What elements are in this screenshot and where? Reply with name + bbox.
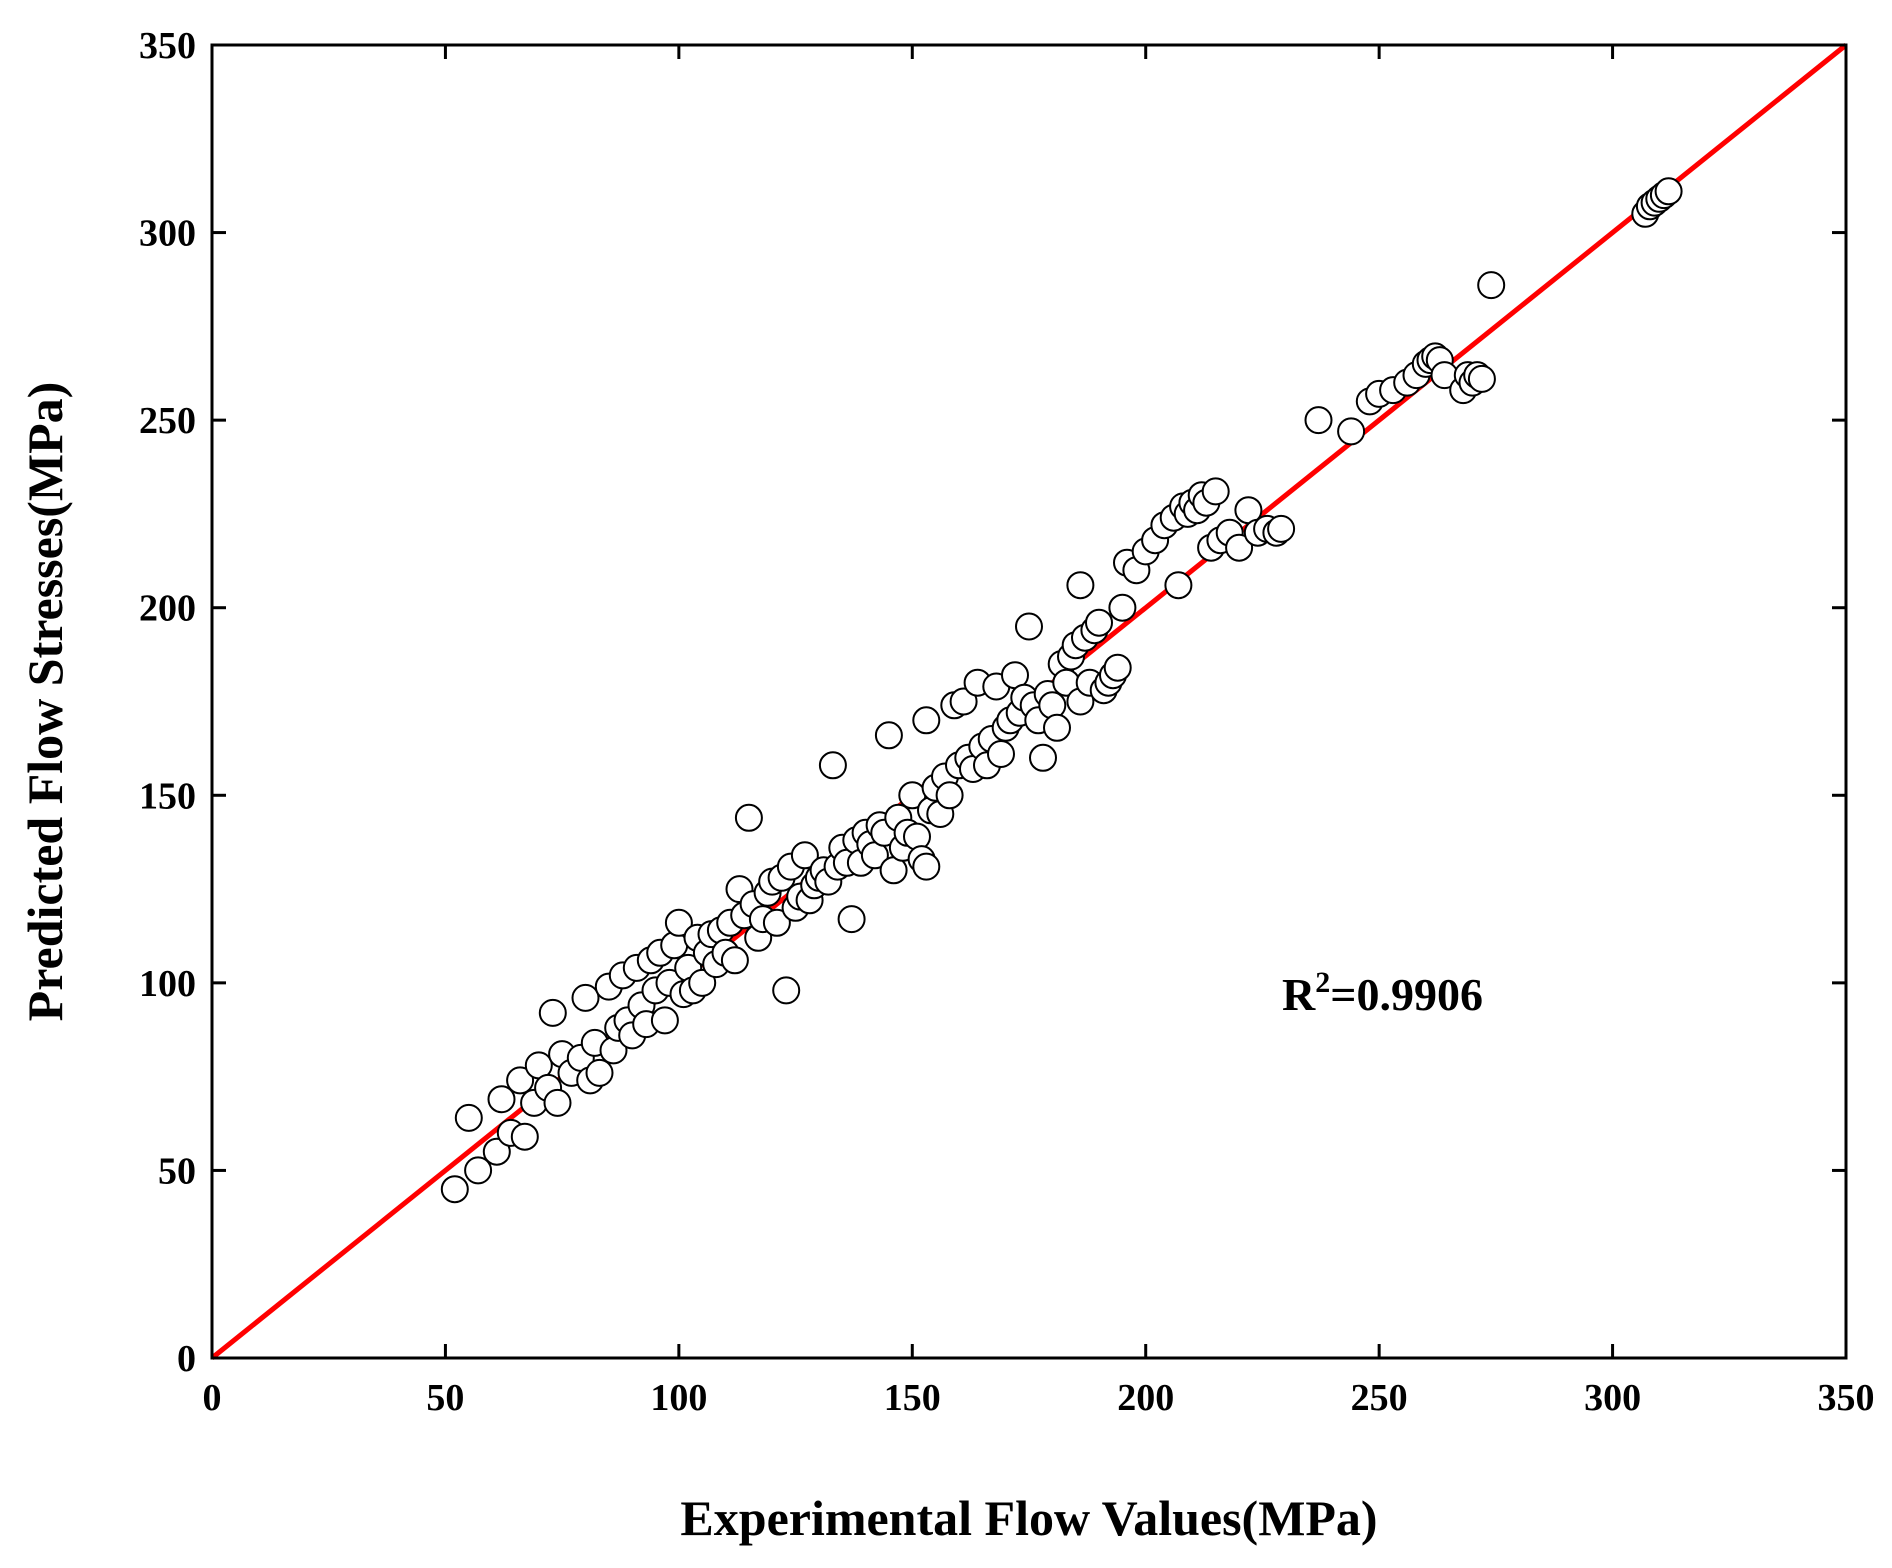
x-tick-label: 50 xyxy=(426,1377,464,1419)
data-point xyxy=(1038,691,1067,720)
x-tick-label: 200 xyxy=(1117,1377,1174,1419)
r-squared-superscript: 2 xyxy=(1315,966,1330,999)
x-axis-title: Experimental Flow Values(MPa) xyxy=(680,1490,1377,1546)
y-tick-label: 100 xyxy=(139,963,196,1005)
data-point xyxy=(543,1088,572,1117)
y-axis-title: Predicted Flow Stresses(MPa) xyxy=(17,382,73,1022)
data-point xyxy=(1201,477,1230,506)
data-point xyxy=(790,841,819,870)
data-point xyxy=(987,740,1015,768)
r-squared-prefix: R xyxy=(1282,969,1316,1020)
data-point xyxy=(1066,571,1095,600)
data-point xyxy=(1337,417,1366,446)
data-point xyxy=(454,1103,483,1132)
data-point xyxy=(506,1066,535,1095)
data-point xyxy=(1477,271,1506,300)
data-point xyxy=(1029,743,1057,772)
data-point xyxy=(487,1085,516,1114)
data-point xyxy=(688,968,717,997)
data-point xyxy=(1267,514,1296,543)
y-tick-label: 350 xyxy=(139,25,196,67)
x-tick-label: 300 xyxy=(1584,1377,1641,1419)
data-point xyxy=(1467,364,1496,393)
data-point xyxy=(762,908,791,937)
x-tick-label: 250 xyxy=(1351,1377,1408,1419)
data-point xyxy=(837,905,866,934)
data-point xyxy=(650,1006,679,1035)
data-point xyxy=(935,781,964,810)
y-tick-label: 200 xyxy=(139,588,196,630)
x-tick-label: 0 xyxy=(203,1377,222,1419)
y-tick-label: 250 xyxy=(139,400,196,442)
data-point xyxy=(571,983,600,1012)
data-point xyxy=(720,946,749,975)
y-tick-label: 0 xyxy=(177,1338,196,1380)
data-point xyxy=(1108,593,1137,622)
data-point xyxy=(1015,612,1043,641)
y-tick-label: 300 xyxy=(139,213,196,255)
data-point xyxy=(538,998,567,1027)
data-point xyxy=(1225,533,1254,562)
x-tick-label: 150 xyxy=(884,1377,941,1419)
data-point xyxy=(1164,571,1193,600)
x-axis: 0 50 100 150 200 250 300 350 xyxy=(203,45,1875,1419)
data-point xyxy=(1085,608,1113,637)
data-point xyxy=(1103,653,1132,682)
y-tick-label: 150 xyxy=(139,775,196,817)
data-point xyxy=(772,976,801,1005)
y-axis: 0 50 100 150 200 250 300 350 xyxy=(139,25,1846,1380)
y-tick-label: 50 xyxy=(158,1150,196,1192)
data-point xyxy=(734,803,763,832)
data-point xyxy=(440,1175,469,1204)
x-tick-label: 100 xyxy=(650,1377,707,1419)
data-points xyxy=(440,177,1683,1204)
data-point xyxy=(874,721,903,750)
data-point xyxy=(482,1137,511,1166)
data-point xyxy=(1043,713,1071,742)
r-squared-value: =0.9906 xyxy=(1330,969,1483,1020)
data-point xyxy=(510,1122,539,1151)
data-point xyxy=(585,1058,614,1087)
data-point xyxy=(464,1156,493,1185)
data-point xyxy=(1304,406,1333,435)
r-squared-annotation: R2=0.9906 xyxy=(1282,966,1483,1020)
data-point xyxy=(1654,177,1683,206)
plot-area-frame xyxy=(210,43,1848,1360)
x-tick-label: 350 xyxy=(1818,1377,1875,1419)
data-point xyxy=(949,687,978,716)
data-point xyxy=(818,751,847,780)
data-point xyxy=(664,908,693,937)
data-point xyxy=(903,822,931,851)
data-point xyxy=(660,931,689,960)
data-point xyxy=(912,706,941,735)
data-point xyxy=(912,852,941,881)
